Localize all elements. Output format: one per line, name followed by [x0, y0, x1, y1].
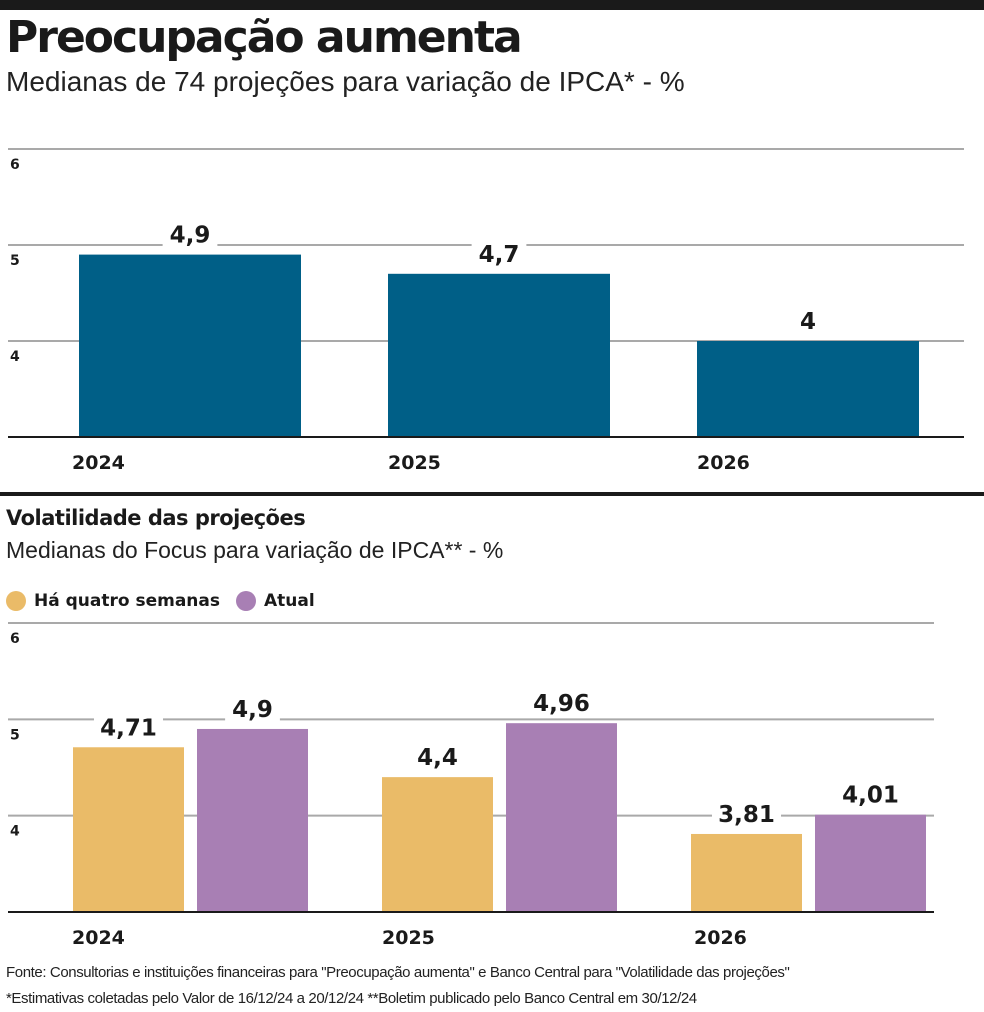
footer-notes: Fonte: Consultorias e instituições finan…: [6, 960, 790, 1012]
y-tick-label: 5: [10, 727, 20, 743]
bar-value-label: 4,9: [170, 223, 211, 249]
section2-subtitle: Medianas do Focus para variação de IPCA*…: [6, 537, 504, 563]
bar-2025-s1: [506, 723, 617, 912]
page-title: Preocupação aumenta: [6, 12, 523, 63]
bar-value-label: 4,4: [417, 745, 458, 771]
bar-value-label: 4: [800, 309, 816, 335]
y-tick-label: 6: [10, 157, 20, 173]
bar-label-backing: [410, 740, 465, 770]
bar-value-label: 4,7: [479, 242, 520, 268]
footer-source: Fonte: Consultorias e instituições finan…: [6, 964, 790, 981]
top-rule: [0, 0, 984, 10]
legend-swatch-previous: [6, 591, 26, 611]
bar-2024: [79, 254, 301, 437]
bar-2026-s0: [691, 833, 802, 912]
y-tick-label: 6: [10, 631, 20, 647]
bar-label-backing: [835, 777, 906, 807]
chart2-svg: 4 5 6 4,71 4,9 2024 4,4 4,96 2025 3,81 4,01 2026: [8, 622, 934, 949]
y-tick-label: 5: [10, 253, 20, 269]
x-tick-label: 2026: [694, 927, 747, 949]
x-tick-label: 2026: [697, 452, 750, 474]
section2-title: Volatilidade das projeções: [6, 506, 306, 530]
chart1-svg: 4 5 6 4,9 2024 4,7 2025 4 2026: [8, 148, 964, 474]
bar-2025-s0: [382, 777, 493, 912]
bar-value-label: 4,71: [100, 715, 157, 741]
focus-volatility-chart: 4 5 6 4,71 4,9 2024 4,4 4,96 2025 3,81 4,01 2026: [0, 620, 984, 960]
legend-label-current: Atual: [264, 591, 315, 611]
bar-value-label: 4,01: [842, 783, 899, 809]
x-tick-label: 2024: [72, 927, 125, 949]
x-tick-label: 2025: [388, 452, 441, 474]
legend-swatch-current: [236, 591, 256, 611]
legend-label-previous: Há quatro semanas: [34, 591, 220, 611]
legend-item-previous: Há quatro semanas: [6, 591, 220, 611]
y-tick-label: 4: [10, 824, 20, 840]
bar-label-backing: [526, 686, 597, 716]
bar-value-label: 4,96: [533, 691, 590, 717]
bar-2024-s0: [73, 747, 184, 912]
x-tick-label: 2025: [382, 927, 435, 949]
bar-value-label: 4,9: [232, 697, 273, 723]
bar-2025: [388, 273, 610, 437]
bar-2026-s1: [815, 814, 926, 912]
bar-label-backing: [471, 236, 527, 266]
legend: Há quatro semanas Atual: [6, 588, 331, 614]
bar-label-backing: [794, 304, 822, 333]
bar-label-backing: [93, 710, 164, 740]
x-tick-label: 2024: [72, 452, 125, 474]
legend-item-current: Atual: [236, 591, 315, 611]
y-tick-label: 4: [10, 349, 20, 365]
bar-2024-s1: [197, 728, 308, 912]
footer-notes-line: *Estimativas coletadas pelo Valor de 16/…: [6, 990, 697, 1007]
ipca-projections-chart: 4 5 6 4,9 2024 4,7 2025 4 2026: [0, 130, 984, 480]
page-subtitle: Medianas de 74 projeções para variação d…: [6, 66, 685, 97]
bar-label-backing: [162, 217, 218, 247]
bar-value-label: 3,81: [718, 802, 775, 828]
bar-label-backing: [711, 796, 782, 826]
bar-2026: [697, 341, 919, 437]
section-divider: [0, 492, 984, 496]
bar-label-backing: [225, 691, 280, 721]
